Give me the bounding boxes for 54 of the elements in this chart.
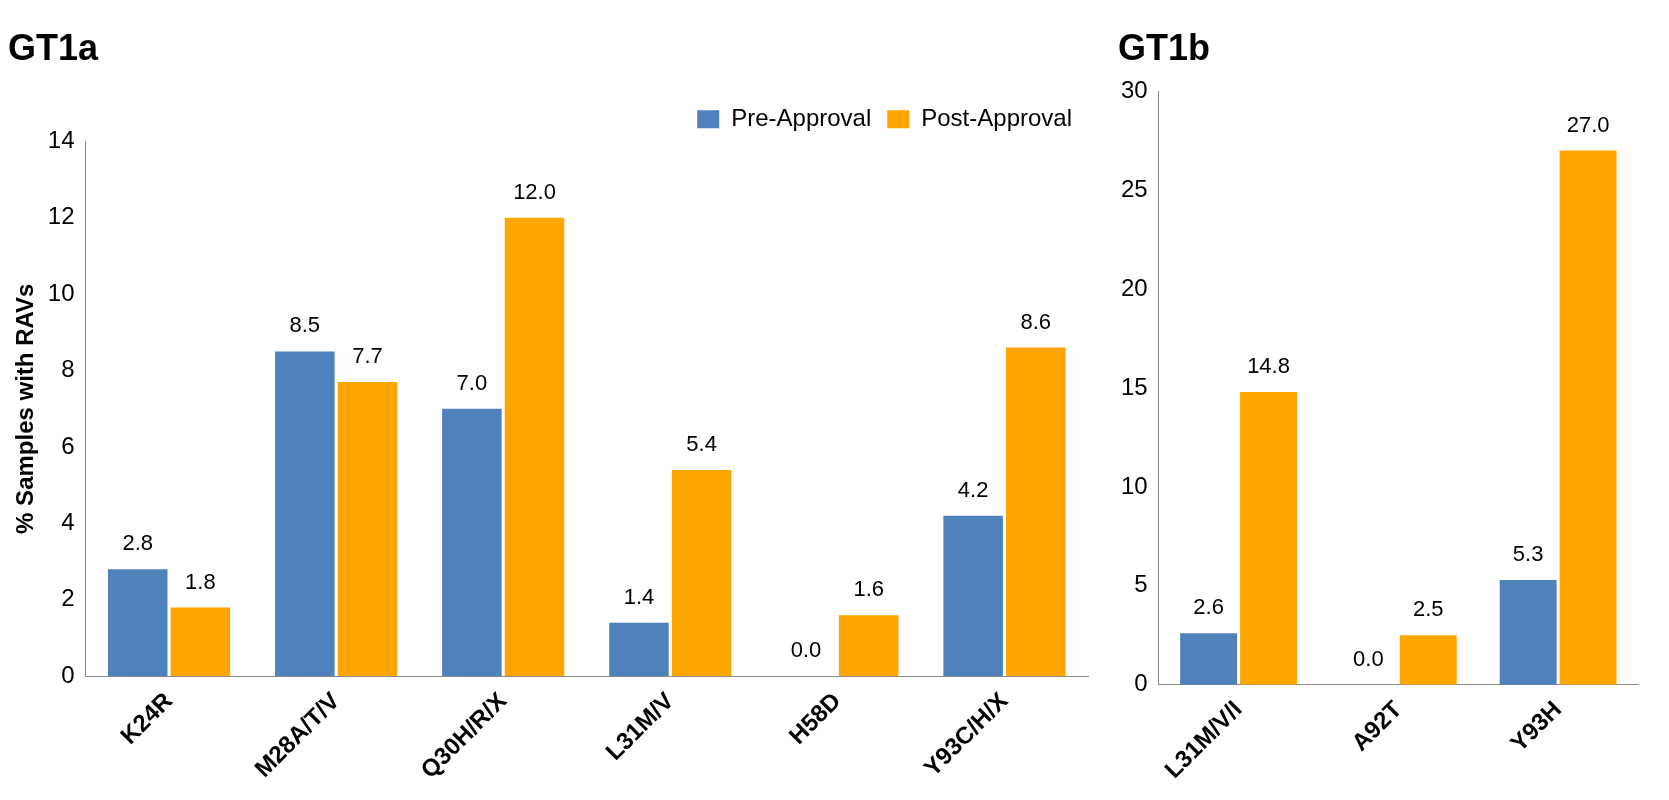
- bar: [1499, 579, 1557, 685]
- data-label: 0.0: [790, 637, 822, 663]
- data-label: 14.8: [1247, 353, 1290, 379]
- data-label: 0.0: [1353, 645, 1384, 671]
- data-label: 8.5: [289, 312, 321, 338]
- bar: [1006, 347, 1066, 677]
- data-label: 7.0: [456, 369, 488, 395]
- y-tick-label: 2: [61, 584, 75, 612]
- data-label: 5.3: [1512, 540, 1544, 566]
- data-label: 2.8: [122, 530, 154, 556]
- data-label: 1.4: [623, 583, 655, 609]
- legend-label: Post-Approval: [921, 103, 1073, 131]
- bar: [337, 381, 398, 677]
- y-tick-label: 4: [61, 508, 75, 536]
- bar: [943, 515, 1003, 677]
- bar: [1180, 633, 1238, 685]
- data-label: 2.5: [1413, 596, 1444, 622]
- y-tick-label: 8: [61, 355, 75, 383]
- y-tick-label: 15: [1120, 372, 1148, 400]
- data-label: 4.2: [957, 476, 989, 502]
- bar: [107, 569, 168, 677]
- data-label: 2.6: [1193, 594, 1224, 620]
- bar: [1240, 391, 1297, 685]
- data-label: 1.6: [853, 576, 884, 602]
- legend-label: Pre-Approval: [731, 103, 872, 131]
- y-tick-label: 10: [47, 278, 75, 306]
- y-axis-title: % Samples with RAVs: [11, 283, 39, 534]
- y-tick-label: 5: [1134, 570, 1148, 598]
- bar: [1559, 150, 1617, 685]
- bar: [504, 217, 565, 677]
- chart-title: GT1a: [8, 26, 100, 68]
- data-label: 27.0: [1566, 111, 1610, 137]
- data-label: 8.6: [1020, 308, 1052, 334]
- y-tick-label: 0: [1134, 669, 1148, 697]
- y-tick-label: 10: [1120, 471, 1148, 499]
- bar: [671, 469, 732, 677]
- data-label: 1.8: [185, 568, 216, 594]
- y-tick-label: 30: [1120, 75, 1148, 103]
- bar: [1399, 635, 1457, 685]
- y-tick-label: 20: [1120, 273, 1148, 301]
- y-tick-label: 0: [61, 660, 75, 688]
- y-tick-label: 6: [61, 431, 75, 459]
- bar: [838, 615, 899, 677]
- y-tick-label: 25: [1120, 174, 1148, 202]
- data-label: 5.4: [686, 430, 717, 456]
- bar: [275, 351, 335, 677]
- bar: [609, 622, 669, 677]
- chart-title: GT1b: [1118, 26, 1211, 68]
- data-label: 12.0: [513, 178, 556, 204]
- bar: [170, 607, 231, 677]
- data-label: 7.7: [352, 343, 383, 369]
- y-tick-label: 14: [47, 125, 75, 153]
- y-tick-label: 12: [47, 202, 75, 230]
- bar: [442, 408, 502, 677]
